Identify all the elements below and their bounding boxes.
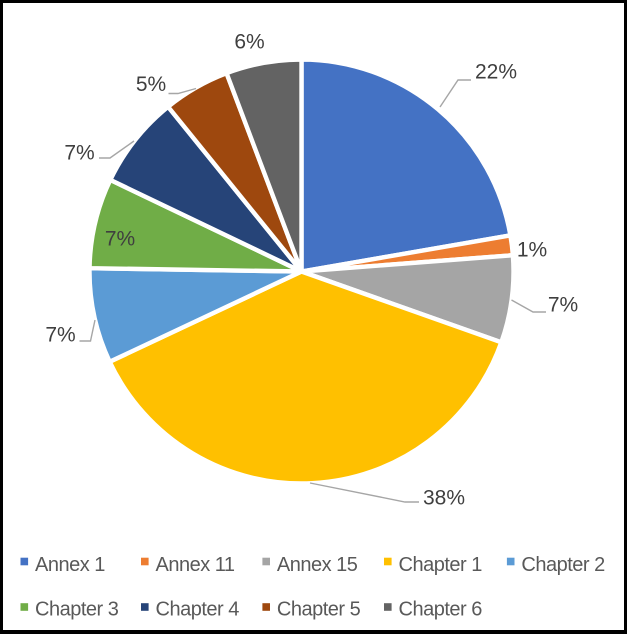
svg-text:Chapter 5: Chapter 5 <box>277 598 361 620</box>
svg-text:Annex 11: Annex 11 <box>156 554 235 576</box>
svg-text:7%: 7% <box>45 324 75 347</box>
svg-text:38%: 38% <box>423 487 465 510</box>
svg-text:7%: 7% <box>548 294 578 317</box>
svg-text:6%: 6% <box>234 31 264 54</box>
svg-text:7%: 7% <box>64 142 94 165</box>
svg-text:Chapter 6: Chapter 6 <box>399 598 483 620</box>
svg-text:1%: 1% <box>517 239 547 262</box>
svg-text:Chapter 4: Chapter 4 <box>156 598 240 620</box>
svg-text:5%: 5% <box>136 73 166 96</box>
svg-text:Chapter 2: Chapter 2 <box>521 554 605 576</box>
svg-text:Annex 1: Annex 1 <box>35 554 105 576</box>
svg-text:Annex 15: Annex 15 <box>277 554 358 576</box>
svg-text:Chapter 3: Chapter 3 <box>35 598 119 620</box>
svg-text:Chapter 1: Chapter 1 <box>399 554 483 576</box>
svg-text:7%: 7% <box>105 228 135 251</box>
svg-text:22%: 22% <box>475 61 517 84</box>
